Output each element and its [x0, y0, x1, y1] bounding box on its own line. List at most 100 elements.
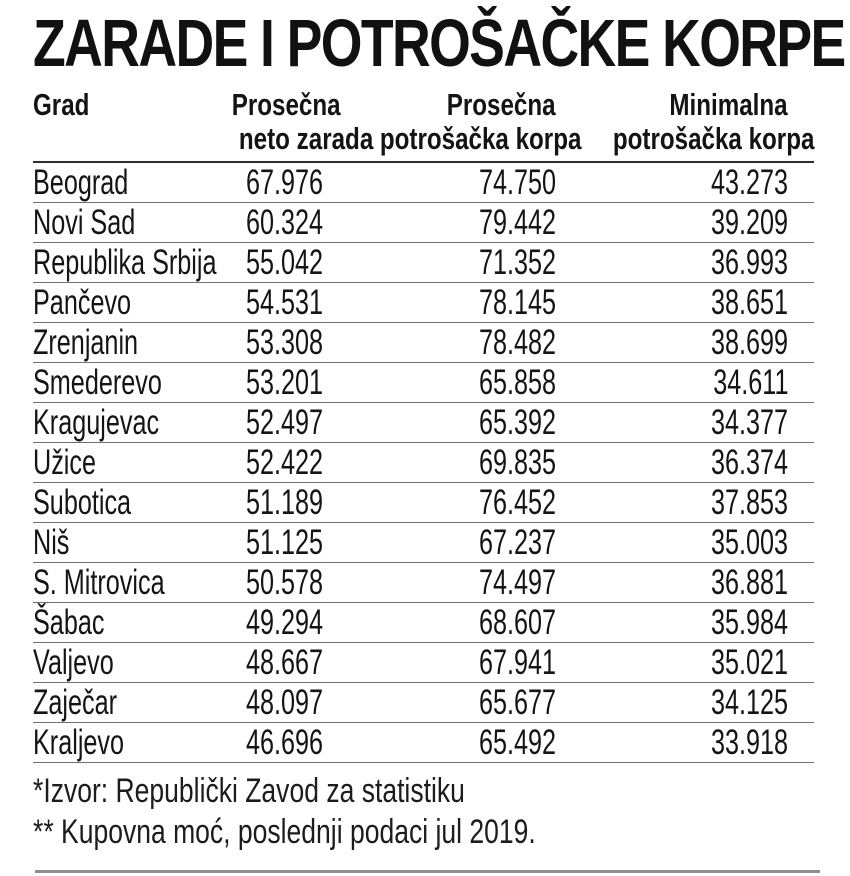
- cell-prosecna-korpa: 65.858: [323, 363, 556, 403]
- city-value: Zrenjanin: [33, 323, 139, 362]
- cell-neto-zarada: 53.201: [201, 363, 323, 403]
- neto-zarada-value: 48.667: [245, 643, 323, 682]
- page-title: ZARADE I POTROŠAČKE KORPE: [33, 10, 846, 80]
- neto-zarada-value: 51.125: [245, 523, 323, 562]
- table-row: Zaječar 48.097 65.677 34.125: [33, 683, 814, 723]
- cell-prosecna-korpa: 74.497: [323, 563, 556, 603]
- header-cell-prosecna-korpa: Prosečna potrošačka korpa: [323, 88, 582, 156]
- footnote-source-text: *Izvor: Republički Zavod za statistiku: [33, 772, 465, 810]
- footnote-note: ** Kupovna moć, poslednji podaci jul 201…: [33, 812, 814, 853]
- header-neto-zarada-line2: neto zarada: [238, 121, 374, 156]
- cell-minimalna-korpa: 37.853: [556, 483, 814, 523]
- cell-minimalna-korpa: 43.273: [556, 163, 814, 203]
- neto-zarada-value: 55.042: [245, 243, 323, 282]
- minimalna-korpa-value: 33.918: [710, 723, 788, 762]
- minimalna-korpa-value: 35.003: [710, 523, 788, 562]
- cell-neto-zarada: 53.308: [201, 323, 323, 363]
- cell-grad: Niš: [33, 523, 201, 563]
- cell-prosecna-korpa: 65.492: [323, 723, 556, 763]
- city-value: Kraljevo: [33, 723, 125, 762]
- minimalna-korpa-value: 36.374: [710, 443, 788, 482]
- cell-neto-zarada: 52.497: [201, 403, 323, 443]
- table-header: Grad Prosečna neto zarada Prosečna potro…: [33, 88, 814, 163]
- cell-grad: Valjevo: [33, 643, 201, 683]
- minimalna-korpa-value: 34.377: [710, 403, 788, 442]
- cell-prosecna-korpa: 74.750: [323, 163, 556, 203]
- cell-grad: Smederevo: [33, 363, 201, 403]
- neto-zarada-value: 49.294: [245, 603, 323, 642]
- city-value: Pančevo: [33, 283, 132, 322]
- cell-neto-zarada: 51.189: [201, 483, 323, 523]
- minimalna-korpa-value: 43.273: [710, 163, 788, 202]
- header-minimalna-korpa-line1: Minimalna: [669, 87, 788, 122]
- footnote-source: *Izvor: Republički Zavod za statistiku: [33, 771, 814, 812]
- cell-prosecna-korpa: 65.677: [323, 683, 556, 723]
- minimalna-korpa-value: 36.993: [710, 243, 788, 282]
- cell-minimalna-korpa: 35.021: [556, 643, 814, 683]
- city-value: Republika Srbija: [33, 243, 217, 282]
- city-value: Smederevo: [33, 363, 162, 402]
- city-value: Užice: [33, 443, 97, 482]
- header-neto-zarada-line1: Prosečna: [231, 87, 341, 122]
- minimalna-korpa-value: 38.651: [710, 283, 788, 322]
- cell-minimalna-korpa: 35.984: [556, 603, 814, 643]
- table-row: Subotica 51.189 76.452 37.853: [33, 483, 814, 523]
- cell-grad: Šabac: [33, 603, 201, 643]
- city-value: Valjevo: [33, 643, 114, 682]
- neto-zarada-value: 50.578: [245, 563, 323, 602]
- cell-minimalna-korpa: 39.209: [556, 203, 814, 243]
- cell-prosecna-korpa: 78.482: [323, 323, 556, 363]
- table-body: Beograd 67.976 74.750 43.273 Novi Sad 60…: [33, 163, 814, 763]
- page-title-text: ZARADE I POTROŠAČKE KORPE: [33, 6, 846, 81]
- cell-grad: Beograd: [33, 163, 201, 203]
- cell-grad: Kraljevo: [33, 723, 201, 763]
- table-row: Pančevo 54.531 78.145 38.651: [33, 283, 814, 323]
- cell-minimalna-korpa: 34.377: [556, 403, 814, 443]
- cell-neto-zarada: 48.097: [201, 683, 323, 723]
- neto-zarada-value: 60.324: [245, 203, 323, 242]
- cell-prosecna-korpa: 76.452: [323, 483, 556, 523]
- table-row: Zrenjanin 53.308 78.482 38.699: [33, 323, 814, 363]
- prosecna-korpa-value: 78.145: [478, 283, 556, 322]
- table-row: Beograd 67.976 74.750 43.273: [33, 163, 814, 203]
- cell-neto-zarada: 51.125: [201, 523, 323, 563]
- neto-zarada-value: 51.189: [245, 483, 323, 522]
- cell-grad: Novi Sad: [33, 203, 201, 243]
- prosecna-korpa-value: 68.607: [478, 603, 556, 642]
- footnote-note-text: ** Kupovna moć, poslednji podaci jul 201…: [33, 813, 536, 851]
- cell-neto-zarada: 54.531: [201, 283, 323, 323]
- cell-grad: Zaječar: [33, 683, 201, 723]
- cell-grad: Pančevo: [33, 283, 201, 323]
- header-cell-grad: Grad: [33, 88, 201, 156]
- cell-minimalna-korpa: 38.699: [556, 323, 814, 363]
- city-value: Subotica: [33, 483, 132, 522]
- cell-prosecna-korpa: 79.442: [323, 203, 556, 243]
- minimalna-korpa-value: 37.853: [710, 483, 788, 522]
- cell-neto-zarada: 55.042: [201, 243, 323, 283]
- cell-neto-zarada: 60.324: [201, 203, 323, 243]
- cell-minimalna-korpa: 36.374: [556, 443, 814, 483]
- cell-prosecna-korpa: 71.352: [323, 243, 556, 283]
- city-value: Novi Sad: [33, 203, 136, 242]
- cell-minimalna-korpa: 36.881: [556, 563, 814, 603]
- cell-grad: Republika Srbija: [33, 243, 217, 283]
- prosecna-korpa-value: 76.452: [478, 483, 556, 522]
- header-cell-neto-zarada: Prosečna neto zarada: [201, 88, 374, 156]
- cell-minimalna-korpa: 34.125: [556, 683, 814, 723]
- cell-minimalna-korpa: 35.003: [556, 523, 814, 563]
- prosecna-korpa-value: 71.352: [478, 243, 556, 282]
- minimalna-korpa-value: 38.699: [710, 323, 788, 362]
- header-cell-minimalna-korpa: Minimalna potrošačka korpa: [556, 87, 815, 156]
- prosecna-korpa-value: 78.482: [478, 323, 556, 362]
- city-value: Beograd: [33, 163, 129, 202]
- prosecna-korpa-value: 74.750: [478, 163, 556, 202]
- cell-prosecna-korpa: 68.607: [323, 603, 556, 643]
- table-row: Niš 51.125 67.237 35.003: [33, 523, 814, 563]
- table-row: Republika Srbija 55.042 71.352 36.993: [33, 243, 814, 283]
- cell-prosecna-korpa: 69.835: [323, 443, 556, 483]
- table-row: Šabac 49.294 68.607 35.984: [33, 603, 814, 643]
- cell-neto-zarada: 49.294: [201, 603, 323, 643]
- table-row: Novi Sad 60.324 79.442 39.209: [33, 203, 814, 243]
- minimalna-korpa-value: 35.984: [710, 603, 788, 642]
